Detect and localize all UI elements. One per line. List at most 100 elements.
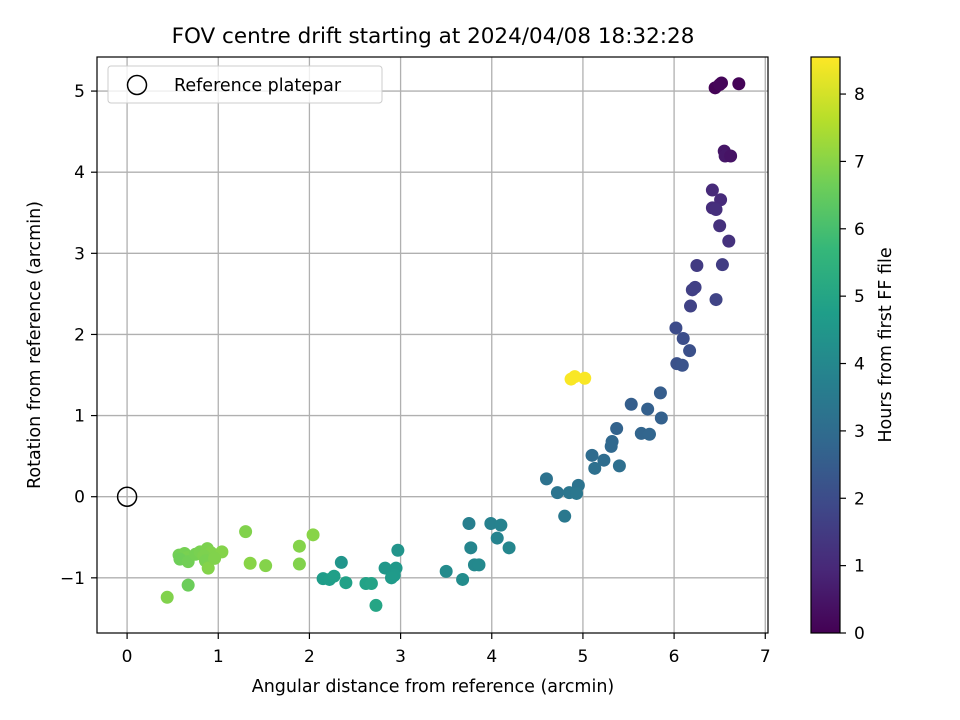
- colorbar-tick-label: 4: [854, 355, 865, 375]
- reference-platepar-marker: [116, 486, 138, 507]
- data-point: [641, 402, 655, 416]
- data-point: [675, 358, 689, 372]
- data-point: [585, 448, 599, 462]
- data-point: [391, 543, 405, 557]
- data-point: [690, 258, 704, 272]
- y-tick-label: 2: [74, 325, 85, 345]
- data-point: [292, 539, 306, 553]
- legend-box: [107, 65, 383, 104]
- colorbar-ticks: 0 1 2 3 4 5 6 7 8: [840, 85, 865, 644]
- colorbar-tick-label: 1: [854, 557, 865, 577]
- data-point: [364, 577, 378, 591]
- x-axis-label: Angular distance from reference (arcmin): [252, 677, 615, 697]
- data-point: [494, 518, 508, 532]
- y-tick-label: 5: [74, 82, 85, 102]
- x-tick-label: 4: [486, 647, 497, 667]
- data-point: [722, 234, 736, 248]
- x-axis-ticks: 0 1 2 3 4 5 6 7: [122, 633, 771, 667]
- y-tick-label: 1: [74, 407, 85, 427]
- plot-frame: [96, 56, 769, 634]
- legend: Reference platepar: [107, 65, 383, 104]
- colorbar-tick-label: 7: [854, 152, 865, 172]
- data-point: [334, 555, 348, 569]
- data-point: [642, 427, 656, 441]
- data-point: [239, 525, 253, 539]
- data-point: [724, 149, 738, 163]
- x-tick-label: 0: [122, 647, 133, 667]
- data-point: [456, 572, 470, 586]
- data-point: [714, 193, 728, 207]
- data-point: [612, 459, 626, 473]
- data-point: [462, 516, 476, 530]
- data-point: [654, 411, 668, 425]
- y-tick-label: 0: [74, 488, 85, 508]
- data-point: [558, 509, 572, 523]
- data-point: [709, 203, 723, 217]
- data-point: [490, 531, 504, 545]
- x-grid: [126, 57, 766, 633]
- data-point: [732, 77, 746, 91]
- data-point: [684, 299, 698, 313]
- data-point: [327, 569, 341, 583]
- x-tick-label: 2: [304, 647, 315, 667]
- data-point: [259, 559, 273, 573]
- x-tick-label: 3: [395, 647, 406, 667]
- data-points: [160, 76, 746, 612]
- y-tick-label: −1: [60, 569, 85, 589]
- data-point: [653, 386, 667, 400]
- colorbar-tick-label: 8: [854, 85, 865, 105]
- y-axis-label: Rotation from reference (arcmin): [25, 201, 45, 489]
- data-point: [715, 258, 729, 272]
- colorbar-tick-label: 3: [854, 422, 865, 442]
- data-point: [688, 280, 702, 294]
- chart-title: FOV centre drift starting at 2024/04/08 …: [172, 24, 695, 49]
- data-point: [550, 486, 564, 500]
- legend-label: Reference platepar: [174, 76, 342, 96]
- y-axis-ticks: −1 0 1 2 3 4 5: [60, 82, 97, 589]
- data-point: [472, 558, 486, 572]
- data-point: [243, 556, 257, 570]
- colorbar: 0 1 2 3 4 5 6 7 8 Hours from first FF file: [810, 56, 896, 644]
- y-tick-label: 4: [74, 163, 85, 183]
- data-point: [624, 397, 638, 411]
- colorbar-gradient: [811, 57, 840, 633]
- x-tick-label: 6: [669, 647, 680, 667]
- data-point: [588, 461, 602, 475]
- x-tick-label: 7: [760, 647, 771, 667]
- data-point: [292, 557, 306, 571]
- y-tick-label: 3: [74, 244, 85, 264]
- data-point: [160, 590, 174, 604]
- data-point: [339, 576, 353, 590]
- colorbar-tick-label: 0: [854, 624, 865, 644]
- data-point: [597, 453, 611, 467]
- data-point: [306, 528, 320, 542]
- colorbar-tick-label: 2: [854, 489, 865, 509]
- x-tick-label: 5: [578, 647, 589, 667]
- data-point: [713, 219, 727, 233]
- legend-open-circle-marker: [126, 74, 148, 96]
- colorbar-tick-label: 5: [854, 287, 865, 307]
- data-point: [713, 78, 727, 92]
- data-point: [384, 571, 398, 585]
- data-point: [208, 551, 222, 565]
- x-tick-label: 1: [213, 647, 224, 667]
- colorbar-tick-label: 6: [854, 220, 865, 240]
- data-point: [610, 422, 624, 436]
- data-point: [378, 561, 392, 575]
- colorbar-label: Hours from first FF file: [876, 247, 896, 442]
- data-point: [201, 561, 215, 575]
- data-point: [464, 541, 478, 555]
- data-point: [439, 564, 453, 578]
- plot-area: 0 1 2 3 4 5 6 7 −1 0 1 2 3 4 5: [60, 56, 771, 667]
- data-point: [604, 439, 618, 453]
- data-point: [709, 293, 723, 307]
- data-point: [570, 486, 584, 500]
- data-point: [683, 344, 697, 358]
- data-point: [669, 321, 683, 335]
- data-point: [539, 472, 553, 486]
- plot-background: [97, 57, 768, 633]
- data-point: [502, 541, 516, 555]
- data-point: [705, 183, 719, 197]
- data-point: [369, 598, 383, 612]
